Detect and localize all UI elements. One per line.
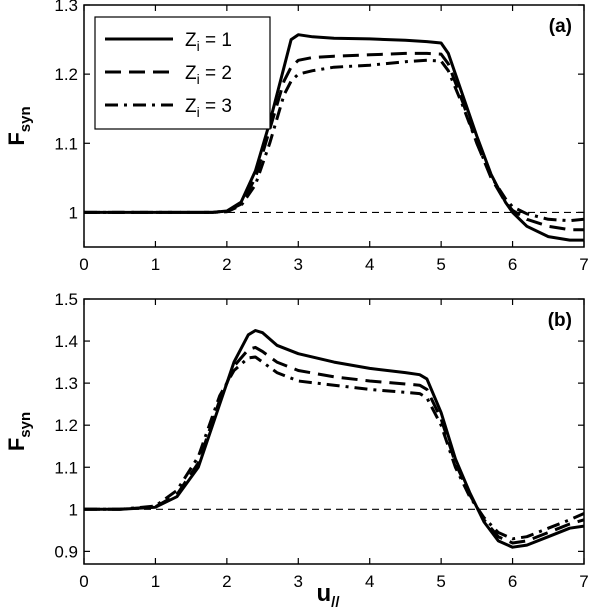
y-tick-label: 1 [69,500,78,519]
y-tick-label: 1.3 [54,0,78,15]
x-tick-label: 7 [579,572,588,591]
y-axis-title-main: F [4,132,29,145]
y-tick-label: 1.1 [54,458,78,477]
y-axis-title: Fsyn [4,412,34,451]
legend-label-subscript: i [197,71,200,87]
y-tick-label: 1.5 [54,290,78,309]
y-tick-label: 0.9 [54,542,78,561]
series-line-dashdot [84,58,584,223]
x-axis-title: u// [316,580,340,611]
x-tick-label: 0 [79,572,88,591]
panel-label: (a) [549,16,572,37]
y-axis-title: Fsyn [4,106,34,145]
x-tick-label: 6 [508,572,517,591]
x-tick-label: 1 [151,572,160,591]
legend-label: Zi = 2 [185,63,232,87]
legend-label-subscript: i [197,38,200,54]
y-tick-label: 1.4 [54,332,78,351]
y-tick-label: 1.3 [54,374,78,393]
legend-label-main: Z [185,30,197,51]
x-tick-label: 4 [365,572,374,591]
legend-label-main: Z [185,96,197,117]
panel-b: 0 1 2 3 4 5 6 7 0.9 1 1.1 1.2 1.3 1.4 1.5 Fsyn u// (b) [4,290,589,611]
legend-label-value: = 2 [200,63,232,84]
x-tick-label: 5 [436,255,445,274]
series-line-dashed [84,345,584,545]
legend-entry: Zi = 1 [105,30,232,54]
x-axis-title-subscript: // [331,594,340,611]
legend-entry: Zi = 3 [105,96,232,120]
y-tick-label: 1.1 [54,134,78,153]
x-axis-title-main: u [316,580,331,607]
x-tick-label: 6 [508,255,517,274]
x-tick-label: 3 [294,572,303,591]
series-line-solid [84,329,584,549]
x-tick-label: 0 [79,255,88,274]
legend: Zi = 1Zi = 2Zi = 3 [94,16,271,130]
panel-label: (b) [548,310,572,331]
y-axis-title-subscript: syn [17,412,34,438]
x-tick-label: 2 [222,255,231,274]
legend-label-subscript: i [197,104,200,120]
legend-label: Zi = 1 [185,30,232,54]
series-line-dashdot [84,355,584,541]
legend-label-main: Z [185,63,197,84]
series-line-dashed [84,51,584,232]
x-tick-label: 2 [222,572,231,591]
legend-label-value: = 1 [200,30,232,51]
legend-label-value: = 3 [200,96,232,117]
legend-label: Zi = 3 [185,96,232,120]
x-tick-label: 7 [579,255,588,274]
y-axis-title-subscript: syn [17,106,34,132]
legend-box [94,16,271,130]
y-tick-label: 1.2 [54,65,78,84]
x-tick-label: 1 [151,255,160,274]
x-tick-label: 4 [365,255,374,274]
plot-frame [83,298,585,565]
y-tick-label: 1.2 [54,416,78,435]
x-tick-label: 5 [436,572,445,591]
y-tick-label: 1 [69,203,78,222]
legend-entry: Zi = 2 [105,63,232,87]
plot-frame [83,4,585,248]
y-axis-title-main: F [4,438,29,451]
x-tick-label: 3 [294,255,303,274]
